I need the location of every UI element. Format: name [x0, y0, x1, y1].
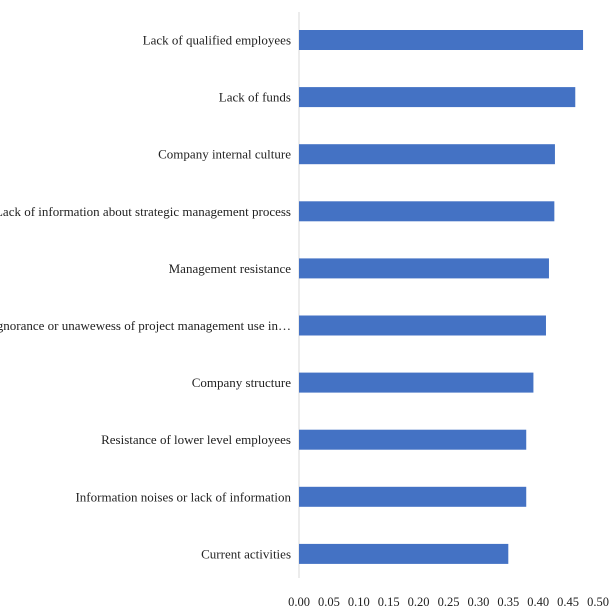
category-label: Lack of qualified employees — [143, 33, 291, 48]
bar — [299, 372, 534, 393]
x-tick-label: 0.45 — [557, 595, 579, 609]
bar — [299, 144, 555, 165]
x-tick-label: 0.20 — [408, 595, 430, 609]
category-label: Company internal culture — [158, 147, 291, 162]
x-tick-label: 0.05 — [318, 595, 340, 609]
bar — [299, 87, 576, 108]
bars-group — [299, 30, 584, 564]
x-tick-label: 0.25 — [438, 595, 460, 609]
x-tick-label: 0.40 — [527, 595, 549, 609]
bar — [299, 543, 509, 564]
category-label: Management resistance — [169, 261, 292, 276]
category-labels-group: Lack of qualified employees Lack of funds… — [0, 33, 291, 562]
bar — [299, 429, 527, 450]
category-label: Company structure — [192, 375, 292, 390]
category-label: Current activities — [201, 546, 291, 561]
category-label: Resistance of lower level employees — [101, 432, 291, 447]
bar — [299, 30, 584, 50]
x-tick-label: 0.35 — [497, 595, 519, 609]
bar — [299, 486, 527, 507]
bar — [299, 315, 546, 336]
x-tick-label: 0.15 — [378, 595, 400, 609]
x-tick-label: 0.00 — [288, 595, 310, 609]
category-label: Information noises or lack of informatio… — [75, 489, 291, 504]
category-label: Lack of funds — [219, 90, 291, 105]
x-tick-label: 0.50 — [587, 595, 609, 609]
x-tick-label: 0.30 — [467, 595, 489, 609]
bar — [299, 258, 549, 279]
category-label: Lack of information about strategic mana… — [0, 204, 291, 219]
category-label: Ignorance or unawewess of project manage… — [0, 318, 291, 333]
x-tick-label: 0.10 — [348, 595, 370, 609]
value-tick-labels-group: 0.00 0.05 0.10 0.15 0.20 0.25 0.30 0.35 0.40 0.45… — [288, 595, 609, 609]
bar — [299, 201, 555, 222]
